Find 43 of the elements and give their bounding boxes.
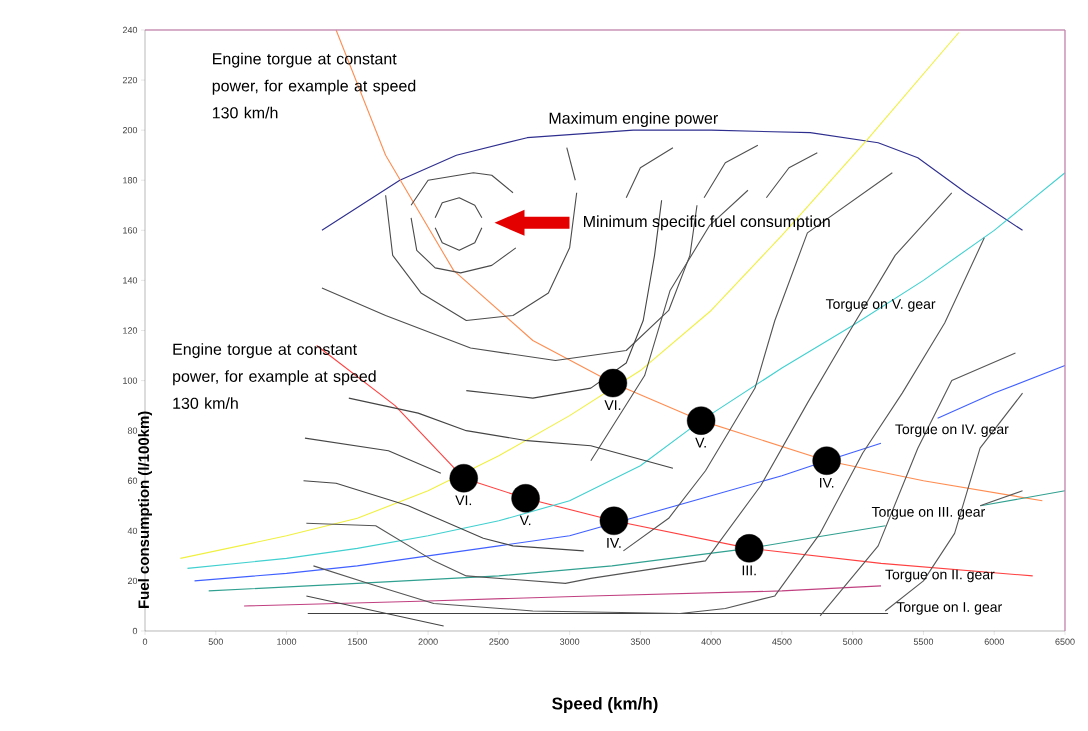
- x-tick-label: 2000: [418, 638, 438, 645]
- y-tick-label: 180: [123, 177, 138, 184]
- series-label: Torgue on IV. gear: [895, 424, 1009, 437]
- y-tick-label: 60: [127, 477, 138, 484]
- annotation: Maximum engine power: [549, 112, 718, 127]
- x-tick-label: 4000: [701, 638, 721, 645]
- annotation: VI.: [604, 400, 621, 410]
- x-tick-label: 6500: [1055, 638, 1075, 645]
- y-tick-label: 120: [123, 327, 138, 334]
- x-tick-label: 6000: [984, 638, 1004, 645]
- x-tick-label: 4500: [772, 638, 792, 645]
- x-tick-label: 1000: [277, 638, 297, 645]
- annotation: VI.: [455, 495, 472, 506]
- y-tick-label: 80: [127, 427, 138, 434]
- series-label: Torgue on I. gear: [896, 602, 1002, 615]
- x-tick-label: 2500: [489, 638, 509, 645]
- x-axis-title: Speed (km/h): [552, 697, 658, 713]
- annotation: III.: [742, 565, 756, 576]
- annotation: IV.: [820, 477, 834, 488]
- x-tick-label: 3000: [559, 638, 580, 645]
- annotation: IV.: [607, 538, 621, 548]
- y-tick-label: 40: [127, 527, 138, 535]
- y-tick-label: 220: [122, 76, 138, 84]
- annotation: Engine torgue at constant power, for example at speed 130 km/h: [212, 52, 416, 119]
- annotation: V.: [695, 437, 706, 448]
- annotation: V.: [519, 515, 531, 526]
- series-label: Torgue on III. gear: [871, 507, 985, 520]
- y-tick-label: 0: [132, 627, 138, 635]
- y-tick-label: 200: [122, 126, 138, 134]
- x-tick-label: 5000: [843, 638, 863, 645]
- x-tick-label: 500: [208, 638, 223, 645]
- y-axis-title: Fuel consumption (l/100km): [138, 411, 152, 609]
- x-tick-label: 1500: [347, 638, 367, 645]
- x-tick-label: 5500: [913, 638, 934, 645]
- y-tick-label: 20: [127, 577, 138, 585]
- y-tick-label: 240: [122, 26, 138, 34]
- series-label: Torgue on II. gear: [885, 569, 995, 583]
- y-tick-label: 100: [123, 377, 138, 384]
- y-tick-label: 160: [123, 227, 138, 234]
- x-tick-label: 0: [142, 638, 148, 645]
- series-label: Torgue on V. gear: [825, 299, 936, 312]
- y-tick-label: 140: [123, 277, 138, 284]
- x-tick-label: 3500: [630, 638, 651, 645]
